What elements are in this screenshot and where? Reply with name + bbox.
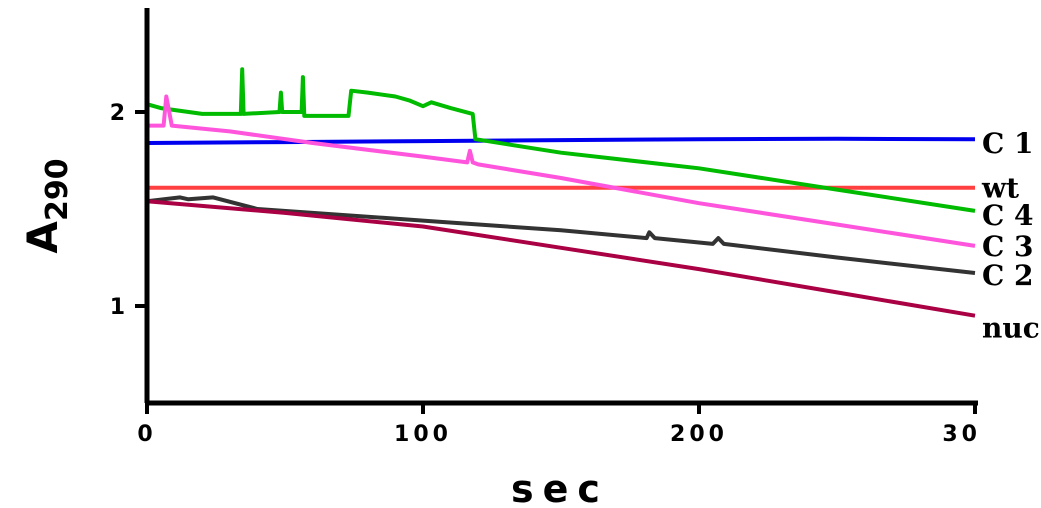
series-layer — [146, 67, 976, 318]
series-line-1 — [146, 136, 976, 145]
x-axis-title: sec — [511, 467, 609, 508]
series-line-6 — [146, 199, 976, 318]
y-tick-label: 2 — [110, 101, 125, 126]
series-label: nuc — [982, 311, 1040, 344]
y-tick-label: 1 — [110, 295, 125, 320]
ticks-layer: 0 100 200 30 1 2 — [110, 101, 981, 447]
axes-layer — [144, 8, 978, 406]
x-tick-label: 100 — [394, 422, 452, 447]
series-labels-layer: C 1 wtC 4C 3C 2 nuc — [981, 127, 1040, 344]
series-line-3 — [146, 67, 976, 213]
series-label: wt — [981, 172, 1019, 205]
y-axis-title-base: A — [18, 221, 67, 254]
x-tick-label: 200 — [670, 422, 728, 447]
series-label: C 2 — [982, 259, 1034, 292]
series-label: C 4 — [982, 199, 1034, 232]
y-axis-title: A290 — [18, 158, 75, 253]
y-axis-title-subscript: 290 — [40, 158, 75, 221]
x-tick-label: 30 — [942, 422, 981, 447]
series-line-4 — [147, 94, 976, 248]
series-label: C 3 — [982, 230, 1034, 263]
series-label: C 1 — [982, 127, 1034, 160]
series-line-5 — [146, 195, 976, 275]
x-tick-label: 0 — [137, 422, 156, 447]
